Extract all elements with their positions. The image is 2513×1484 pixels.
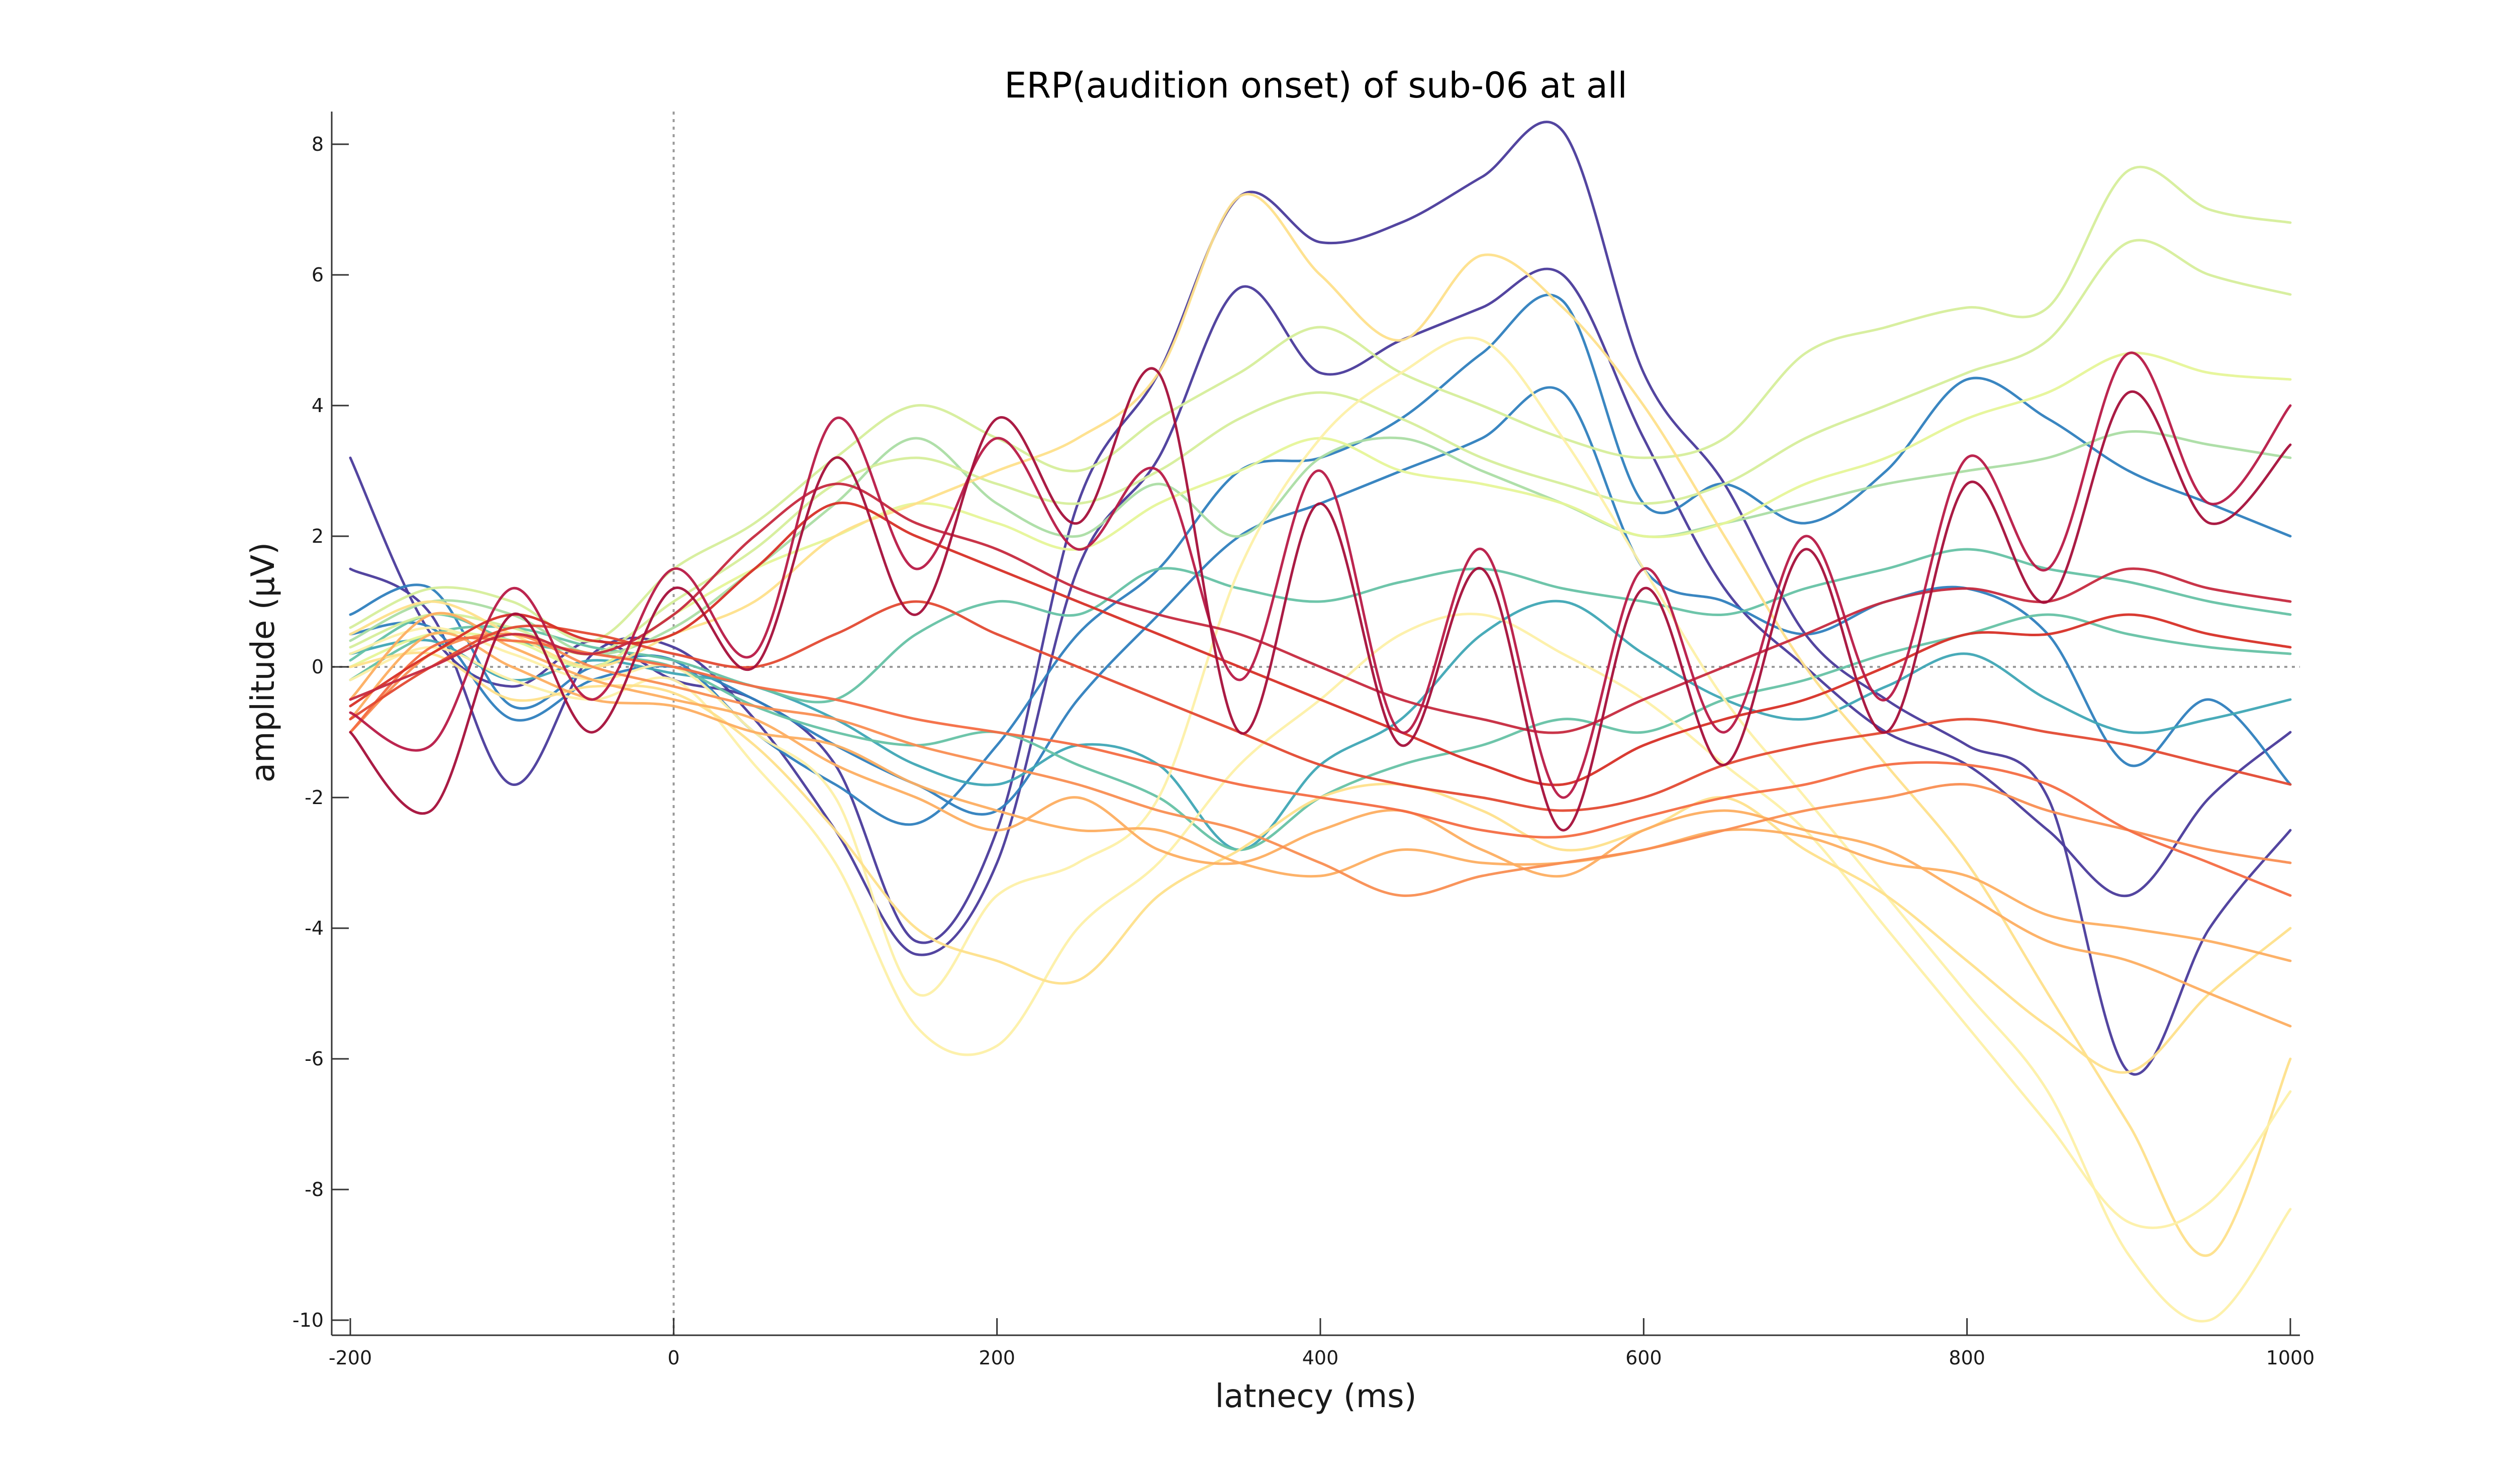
x-ticks: -200 0 200 400 600 800 1000 [329, 1318, 2314, 1369]
chart-title: ERP(audition onset) of sub-06 at all [1004, 65, 1627, 106]
axes [331, 112, 2300, 1336]
x-tick-label: 1000 [2266, 1347, 2315, 1369]
erp-trace-22 [349, 482, 2292, 734]
y-tick-label: -10 [293, 1309, 324, 1331]
y-tick-label: -2 [305, 786, 324, 809]
y-tick-label: 0 [312, 656, 324, 678]
x-tick-label: -200 [329, 1347, 372, 1369]
erp-trace-23 [349, 351, 2292, 799]
erp-trace-24 [349, 367, 2292, 832]
erp-trace-16 [349, 612, 2292, 1028]
x-tick-label: 400 [1302, 1347, 1339, 1369]
erp-trace-10 [349, 239, 2292, 656]
x-axis-label: latnecy (ms) [1215, 1378, 1416, 1415]
y-tick-label: -4 [305, 917, 324, 939]
erp-trace-18 [349, 632, 2292, 897]
x-tick-label: 600 [1625, 1347, 1662, 1369]
x-tick-label: 200 [979, 1347, 1015, 1369]
erp-trace-19 [349, 636, 2292, 897]
y-axis-label: amplitude (µV) [245, 542, 282, 782]
erp-trace-17 [349, 631, 2292, 962]
erp-trace-20 [349, 600, 2292, 812]
y-tick-label: 2 [312, 525, 324, 547]
y-ticks: -10 -8 -6 -4 -2 0 2 4 6 8 [293, 133, 349, 1331]
erp-trace-13 [349, 336, 2292, 1323]
erp-trace-7 [349, 548, 2292, 704]
y-tick-label: -6 [305, 1048, 324, 1070]
y-tick-label: 6 [312, 264, 324, 286]
x-tick-label: 800 [1949, 1347, 1985, 1369]
erp-trace-8 [349, 430, 2292, 655]
erp-trace-12 [349, 192, 2292, 1257]
x-tick-label: 0 [667, 1347, 680, 1369]
erp-trace-2 [349, 267, 2292, 956]
y-tick-label: -8 [305, 1178, 324, 1201]
erp-trace-21 [349, 502, 2292, 786]
erp-traces [349, 121, 2292, 1323]
y-tick-label: 8 [312, 133, 324, 155]
y-tick-label: 4 [312, 394, 324, 417]
reference-lines [332, 112, 2300, 1335]
erp-trace-14 [349, 613, 2292, 1229]
